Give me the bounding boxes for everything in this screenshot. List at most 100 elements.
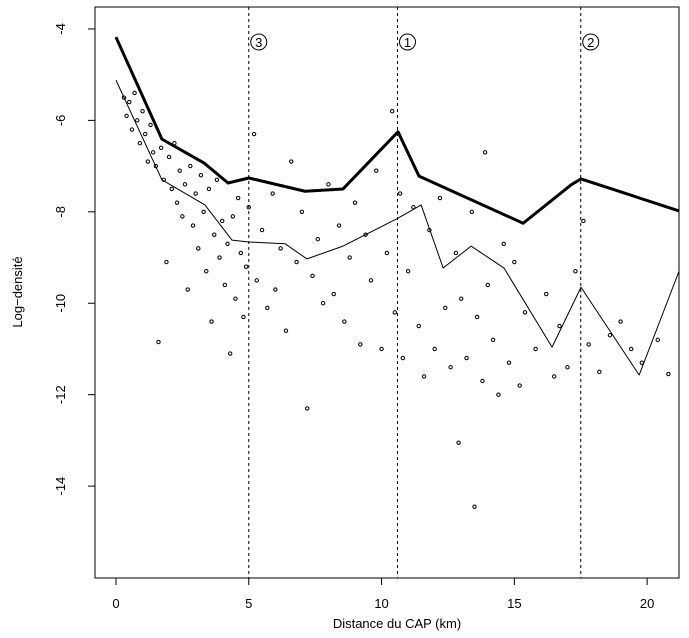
point — [230, 214, 236, 219]
point — [135, 118, 140, 123]
point — [416, 323, 421, 329]
y-axis-label: Log−densité — [10, 256, 25, 327]
point — [453, 250, 459, 256]
point — [618, 319, 623, 324]
y-tick-label: -14 — [53, 477, 68, 496]
point — [443, 305, 448, 311]
point — [384, 250, 390, 256]
point — [265, 305, 270, 311]
point — [392, 310, 398, 315]
point — [212, 232, 217, 237]
point — [246, 205, 251, 210]
point — [533, 346, 538, 352]
point — [480, 378, 485, 384]
point — [368, 278, 374, 283]
point — [220, 218, 225, 224]
point — [597, 369, 602, 375]
point — [336, 223, 342, 228]
point — [137, 141, 143, 146]
point — [358, 342, 363, 347]
point — [233, 296, 238, 301]
point — [551, 374, 557, 379]
point — [278, 246, 283, 251]
point — [432, 346, 437, 352]
point — [193, 191, 198, 196]
point — [227, 351, 233, 356]
annotation-circle — [582, 33, 600, 51]
point — [565, 365, 570, 370]
point — [655, 337, 660, 343]
point — [342, 319, 347, 324]
point — [225, 241, 230, 247]
point — [400, 355, 406, 361]
x-axis-label: Distance du CAP (km) — [333, 616, 461, 631]
point — [214, 177, 220, 183]
point — [169, 186, 174, 192]
point — [124, 113, 129, 119]
point — [472, 504, 477, 509]
line — [114, 36, 680, 225]
point — [121, 95, 127, 100]
point — [153, 163, 159, 169]
point — [437, 195, 443, 201]
y-tick-label: -12 — [53, 385, 68, 404]
point — [405, 269, 411, 274]
point — [148, 122, 153, 128]
point — [289, 159, 294, 164]
point — [304, 406, 310, 411]
point — [315, 237, 321, 242]
line — [115, 79, 680, 376]
point — [142, 131, 148, 137]
point — [283, 328, 289, 333]
point — [174, 200, 180, 205]
point — [158, 145, 164, 151]
plot-frame — [94, 6, 680, 579]
point — [222, 282, 228, 288]
point — [506, 360, 512, 365]
point — [180, 214, 185, 219]
point — [150, 150, 156, 155]
point — [196, 246, 201, 251]
annotation-label: 1 — [404, 35, 411, 50]
point — [496, 392, 501, 397]
point — [201, 209, 206, 215]
point — [448, 365, 453, 370]
point — [363, 232, 368, 237]
point — [198, 173, 204, 178]
x-tick-label: 15 — [507, 596, 521, 611]
point — [544, 291, 549, 297]
point — [501, 241, 506, 247]
point — [235, 195, 241, 201]
point — [129, 127, 135, 132]
y-tick-label: -10 — [53, 294, 68, 313]
annotation-label: 2 — [587, 35, 594, 50]
point — [156, 339, 161, 345]
point — [177, 168, 182, 173]
point — [185, 287, 190, 292]
x-tick-label: 5 — [245, 596, 252, 611]
annotation-circle — [398, 33, 416, 51]
point — [474, 314, 480, 320]
point — [490, 337, 496, 343]
y-tick-label: -8 — [53, 206, 68, 218]
point — [331, 291, 336, 297]
point — [132, 90, 137, 96]
point — [389, 109, 395, 114]
point — [581, 218, 586, 224]
point — [182, 182, 188, 187]
x-tick-label: 10 — [374, 596, 388, 611]
point — [254, 278, 259, 283]
point — [140, 109, 145, 114]
point — [326, 182, 331, 187]
y-tick-label: -4 — [53, 23, 68, 35]
point — [299, 209, 305, 215]
point — [421, 374, 427, 379]
point — [512, 259, 517, 265]
point — [485, 282, 490, 288]
point — [573, 269, 578, 274]
y-tick-label: -6 — [53, 115, 68, 127]
point — [188, 163, 193, 169]
x-tick-label: 20 — [640, 596, 654, 611]
point — [464, 355, 469, 361]
annotation-circle — [250, 33, 268, 51]
